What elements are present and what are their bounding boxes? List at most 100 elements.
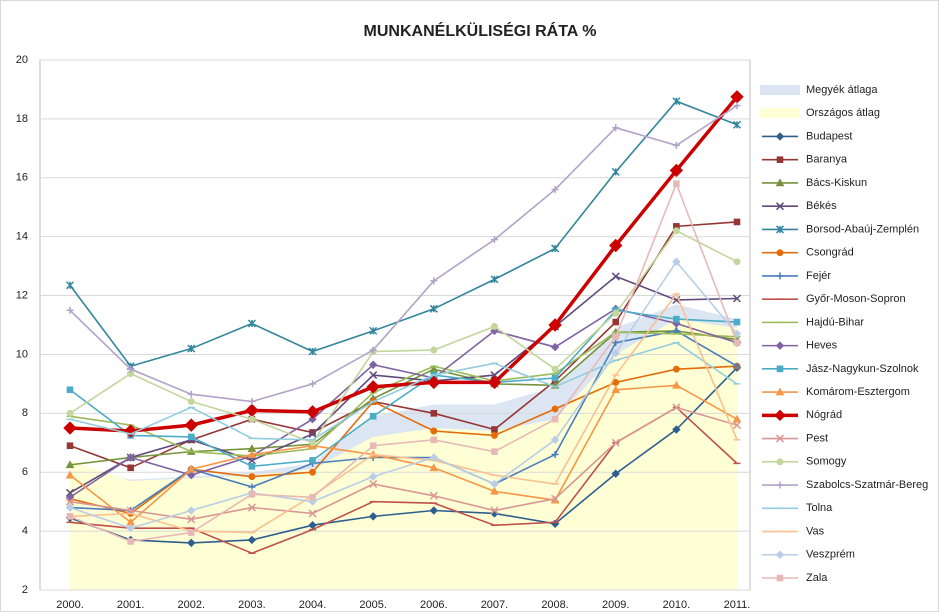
marker [551,365,559,373]
marker [611,348,620,358]
x-tick-label: 2004. [299,599,327,611]
y-tick-label: 16 [16,172,28,184]
marker [490,371,499,380]
marker [248,415,256,423]
marker [551,244,560,253]
marker [775,550,785,559]
marker [490,431,498,439]
series [65,97,742,371]
marker [551,405,559,413]
marker [369,442,377,450]
marker [430,410,438,417]
marker [309,439,317,447]
marker [673,315,680,323]
marker [66,306,74,314]
marker [732,120,742,129]
marker [672,227,680,235]
legend-label: Megyék átlaga [806,84,878,96]
marker [733,258,741,266]
marker [65,281,75,290]
marker [187,515,196,524]
marker [732,329,742,339]
marker [775,202,785,211]
marker [551,451,559,459]
legend-label: Somogy [806,456,847,468]
marker [187,470,196,480]
marker [491,448,498,455]
marker [247,456,256,465]
marker [430,436,438,444]
x-tick-label: 2008. [541,599,569,611]
x-tick-label: 2011. [724,599,751,611]
series [65,272,742,497]
marker [551,186,559,194]
legend-label: Baranya [806,154,848,166]
marker [611,272,620,281]
line [69,384,738,524]
line [69,275,738,494]
marker [429,304,438,313]
marker [66,409,74,417]
marker [187,344,196,353]
legend-label: Komárom-Esztergom [806,386,910,398]
series [66,341,741,441]
area [70,319,737,590]
marker [487,375,502,390]
marker [247,535,257,545]
marker [490,322,498,330]
marker [369,479,378,489]
marker [126,453,135,462]
marker [127,538,134,545]
marker [427,375,441,390]
marker [430,427,438,435]
legend-swatch [760,108,800,119]
x-tick-label: 2002. [178,599,206,611]
y-tick-label: 2 [22,584,28,596]
marker [429,453,439,462]
marker [490,275,499,284]
marker [65,497,75,506]
marker [187,538,196,548]
line [69,331,738,457]
marker [611,385,621,394]
marker [187,390,195,398]
marker [369,412,377,420]
marker [551,415,559,423]
marker [776,481,784,489]
marker [65,470,75,479]
legend: Megyék átlaga Országos átlag Budapest Baran… [760,84,928,584]
marker [368,472,378,481]
marker [733,318,741,326]
marker [308,429,317,438]
x-tick-label: 2007. [481,599,509,611]
line [69,100,738,368]
legend-swatch [760,85,800,95]
marker [309,429,316,436]
line [69,292,738,534]
marker [309,457,316,464]
legend-label: Fejér [806,270,831,282]
y-tick-label: 6 [22,466,28,478]
marker [369,346,377,354]
marker [248,473,256,481]
x-tick-label: 2006. [420,599,448,611]
marker [775,387,785,396]
line [69,181,738,543]
x-tick-label: 2003. [238,599,266,611]
marker [776,574,784,582]
marker [430,277,438,285]
legend-label: Hajdú-Bihar [806,316,864,328]
marker [308,509,317,518]
line [69,104,738,403]
marker [66,386,74,394]
marker [672,380,681,389]
marker [490,506,499,515]
series [65,403,742,524]
marker [63,421,77,435]
legend-label: Nógrád [806,409,842,421]
marker [308,347,317,356]
marker [126,523,135,533]
marker [612,318,620,326]
marker [369,326,378,335]
marker [669,163,684,178]
